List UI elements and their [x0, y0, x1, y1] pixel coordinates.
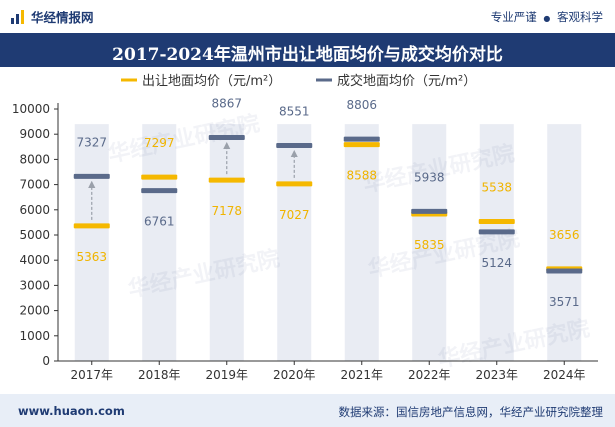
series1-marker: [73, 223, 110, 229]
category-column: [209, 124, 244, 361]
y-tick-label: 8000: [19, 152, 50, 166]
y-tick-label: 7000: [19, 178, 50, 192]
x-tick-label: 2020年: [273, 368, 316, 382]
slogan: 专业严谨 ● 客观科学: [491, 9, 603, 25]
series2-marker: [546, 268, 583, 274]
brand: 华经情报网: [10, 7, 94, 26]
brand-name: 华经情报网: [31, 10, 94, 25]
dumbbell-chart: 出让地面均价（元/m²） 成交地面均价（元/m²）华经产业研究院华经产业研究院华经…: [12, 73, 598, 382]
slogan-right: 客观科学: [557, 10, 603, 24]
x-tick-label: 2019年: [205, 368, 248, 382]
series2-data-label: 8806: [346, 98, 377, 112]
series2-data-label: 7327: [76, 135, 107, 149]
series1-data-label: 7027: [279, 208, 310, 222]
x-tick-label: 2021年: [340, 368, 383, 382]
y-tick-label: 10000: [12, 102, 50, 116]
footer: www.huaon.com 数据来源：国信房地产信息网，华经产业研究院整理: [0, 394, 615, 427]
series2-marker: [343, 136, 380, 142]
y-tick-label: 2000: [19, 304, 50, 318]
series2-marker: [411, 208, 448, 214]
category-column: [479, 124, 514, 361]
chart-title: 2017-2024年温州市出让地面均价与成交均价对比: [112, 45, 503, 65]
series1-marker: [343, 142, 380, 148]
top-bar: 华经情报网 专业严谨 ● 客观科学: [0, 0, 615, 32]
y-tick-label: 3000: [19, 278, 50, 292]
category-column: [547, 124, 582, 361]
x-tick-label: 2024年: [543, 368, 586, 382]
x-tick-label: 2018年: [138, 368, 181, 382]
legend-label-series1: 出让地面均价（元/m²）: [142, 74, 281, 89]
category-column: [277, 124, 312, 361]
slogan-separator: ●: [543, 14, 551, 23]
series2-data-label: 3571: [549, 295, 580, 309]
watermark-text: 华经产业研究院: [436, 315, 592, 372]
footer-source: 数据来源：国信房地产信息网，华经产业研究院整理: [338, 405, 604, 419]
series2-data-label: 5938: [414, 170, 445, 184]
series2-marker: [208, 135, 245, 141]
y-tick-label: 1000: [19, 329, 50, 343]
y-tick-label: 9000: [19, 127, 50, 141]
y-tick-label: 6000: [19, 203, 50, 217]
footer-url: www.huaon.com: [18, 404, 125, 418]
series1-data-label: 7178: [211, 204, 242, 218]
series2-data-label: 6761: [144, 215, 175, 229]
series2-data-label: 8867: [211, 97, 242, 111]
y-tick-label: 4000: [19, 253, 50, 267]
category-column: [412, 124, 447, 361]
series1-marker: [276, 181, 313, 187]
series1-data-label: 5835: [414, 238, 445, 252]
y-tick-label: 0: [42, 354, 50, 368]
series2-marker: [141, 188, 178, 194]
series1-data-label: 7297: [144, 136, 175, 150]
series2-marker: [276, 143, 313, 149]
category-column: [142, 124, 177, 361]
x-tick-label: 2022年: [408, 368, 451, 382]
legend-label-series2: 成交地面均价（元/m²）: [337, 73, 476, 89]
x-tick-label: 2017年: [70, 368, 113, 382]
category-column: [344, 124, 379, 361]
series1-marker: [141, 174, 178, 180]
y-tick-label: 5000: [19, 228, 50, 242]
series2-data-label: 5124: [481, 256, 512, 270]
series1-data-label: 5363: [76, 250, 107, 264]
slogan-left: 专业严谨: [490, 10, 537, 24]
series1-marker: [478, 218, 515, 224]
category-column: [74, 124, 109, 361]
series1-marker: [208, 177, 245, 183]
series1-data-label: 5538: [481, 180, 512, 194]
x-tick-label: 2023年: [475, 368, 518, 382]
series2-marker: [73, 173, 110, 179]
series2-data-label: 8551: [279, 105, 310, 119]
series1-data-label: 8588: [346, 169, 377, 183]
brand-logo-icon: [11, 9, 24, 24]
title-bar: 2017-2024年温州市出让地面均价与成交均价对比: [0, 33, 615, 67]
series2-marker: [478, 229, 515, 235]
series1-data-label: 3656: [549, 228, 580, 242]
